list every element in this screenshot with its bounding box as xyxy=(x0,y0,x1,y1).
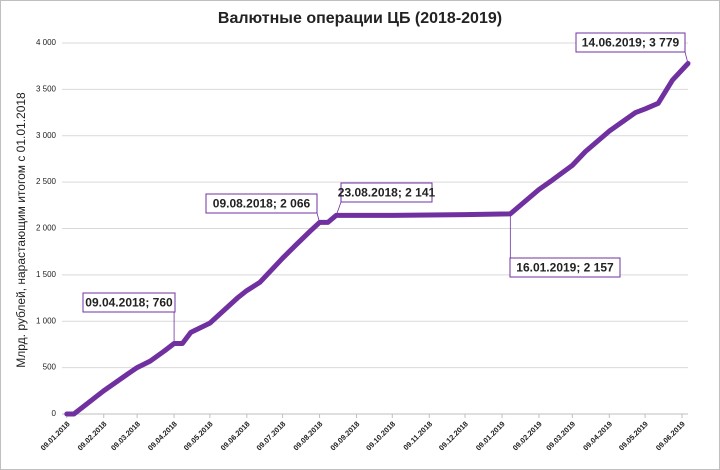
annotation-label: 16.01.2019; 2 157 xyxy=(516,261,614,275)
annotation-label: 09.08.2018; 2 066 xyxy=(213,197,311,211)
y-tick-label: 2 500 xyxy=(36,177,57,186)
chart-title: Валютные операции ЦБ (2018-2019) xyxy=(218,10,502,27)
annotation-box xyxy=(82,292,176,313)
y-axis-label: Млрд. рублей, нарастающим итогом с 01.01… xyxy=(14,92,28,368)
annotation-label: 23.08.2018; 2 141 xyxy=(338,186,436,200)
annotation-label: 09.04.2018; 760 xyxy=(85,296,173,310)
annotation-box xyxy=(205,193,318,214)
y-tick-label: 3 000 xyxy=(36,131,57,140)
data-line xyxy=(64,61,691,417)
y-tick-label: 500 xyxy=(43,363,57,372)
annotation-box xyxy=(340,182,433,203)
y-tick-label: 1 000 xyxy=(36,316,57,325)
y-tick-label: 2 000 xyxy=(36,224,57,233)
y-tick-label: 3 500 xyxy=(36,84,57,93)
annotation-leader xyxy=(335,201,342,216)
annotation-box xyxy=(575,32,686,53)
y-tick-label: 4 000 xyxy=(36,38,57,47)
annotation-label: 14.06.2019; 3 779 xyxy=(582,36,680,50)
annotation-leader xyxy=(684,51,689,64)
annotation-box xyxy=(509,257,621,278)
annotation-leader xyxy=(316,212,320,223)
y-tick-label: 0 xyxy=(52,409,57,418)
y-tick-label: 1 500 xyxy=(36,270,57,279)
